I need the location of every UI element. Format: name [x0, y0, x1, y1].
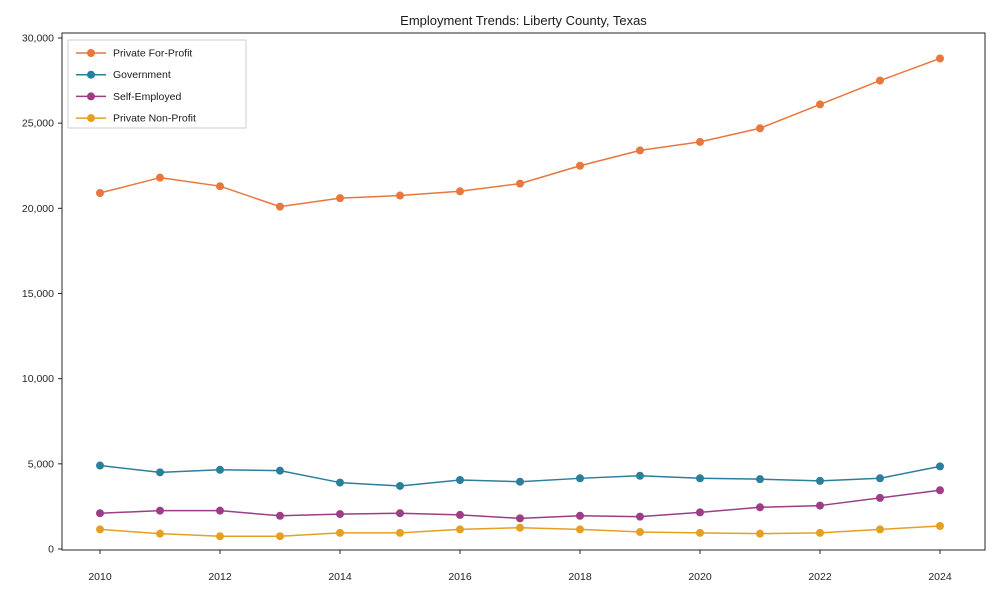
- data-point-private-non-profit: [456, 525, 464, 534]
- data-point-private-non-profit: [636, 527, 644, 536]
- legend-item-government: Government: [76, 69, 171, 81]
- series-private-for-profit: [96, 54, 944, 211]
- data-point-government: [156, 468, 164, 477]
- x-tick-label: 2024: [928, 571, 952, 583]
- data-point-private-for-profit: [336, 194, 344, 203]
- data-point-government: [936, 462, 944, 471]
- x-tick-label: 2016: [448, 571, 472, 583]
- data-point-private-non-profit: [876, 525, 884, 534]
- legend-label: Government: [113, 69, 171, 81]
- data-point-private-for-profit: [96, 189, 104, 198]
- y-tick-label: 10,000: [22, 373, 54, 385]
- series-self-employed: [96, 486, 944, 523]
- data-point-government: [456, 476, 464, 485]
- data-point-self-employed: [96, 509, 104, 518]
- legend-item-private-non-profit: Private Non-Profit: [76, 113, 196, 125]
- data-point-private-for-profit: [576, 161, 584, 170]
- data-point-government: [396, 481, 404, 490]
- legend: Private For-Profit Government Self-Employe…: [67, 39, 247, 129]
- data-point-private-for-profit: [456, 187, 464, 196]
- y-axis: 0 5,000 10,000 15,000 20,000 25,000 30,000: [22, 33, 62, 556]
- data-point-private-non-profit: [396, 528, 404, 537]
- series-government: [96, 461, 944, 490]
- legend-label: Private Non-Profit: [113, 113, 196, 125]
- data-point-self-employed: [816, 501, 824, 510]
- data-point-self-employed: [756, 503, 764, 512]
- legend-item-private-for-profit: Private For-Profit: [76, 48, 192, 60]
- data-point-private-for-profit: [936, 54, 944, 63]
- x-tick-label: 2018: [568, 571, 592, 583]
- data-point-private-non-profit: [216, 532, 224, 541]
- legend-marker-icon: [87, 70, 95, 79]
- y-tick-label: 5,000: [28, 458, 54, 470]
- legend-marker-icon: [87, 92, 95, 101]
- y-tick-label: 0: [48, 544, 54, 556]
- data-point-government: [576, 474, 584, 483]
- x-tick-label: 2014: [328, 571, 352, 583]
- data-point-government: [876, 474, 884, 483]
- x-tick-label: 2020: [688, 571, 712, 583]
- legend-label: Self-Employed: [113, 91, 181, 103]
- data-point-self-employed: [516, 514, 524, 523]
- data-point-self-employed: [156, 506, 164, 515]
- data-point-private-for-profit: [216, 182, 224, 191]
- data-point-self-employed: [696, 508, 704, 517]
- data-point-private-for-profit: [756, 124, 764, 133]
- data-point-self-employed: [456, 510, 464, 519]
- series-private-non-profit: [96, 522, 944, 541]
- data-point-self-employed: [396, 509, 404, 518]
- legend-marker-icon: [87, 49, 95, 57]
- y-tick-label: 25,000: [22, 118, 54, 130]
- data-point-self-employed: [576, 511, 584, 520]
- data-point-private-for-profit: [276, 202, 284, 211]
- x-tick-label: 2012: [208, 571, 232, 583]
- data-point-government: [756, 475, 764, 484]
- data-point-government: [276, 466, 284, 475]
- data-point-private-non-profit: [756, 529, 764, 538]
- data-point-self-employed: [936, 486, 944, 495]
- data-point-private-for-profit: [636, 146, 644, 155]
- data-point-private-for-profit: [816, 100, 824, 109]
- data-point-self-employed: [336, 510, 344, 519]
- data-point-private-non-profit: [576, 525, 584, 534]
- data-point-private-non-profit: [96, 525, 104, 534]
- legend-label: Private For-Profit: [113, 48, 192, 60]
- x-tick-label: 2022: [808, 571, 832, 583]
- data-point-private-for-profit: [876, 76, 884, 85]
- y-tick-label: 30,000: [22, 33, 54, 45]
- legend-marker-icon: [87, 114, 95, 123]
- data-point-private-non-profit: [696, 528, 704, 537]
- data-point-government: [696, 474, 704, 483]
- data-point-government: [636, 471, 644, 480]
- x-tick-label: 2010: [88, 571, 112, 583]
- data-point-government: [516, 477, 524, 486]
- data-point-self-employed: [276, 511, 284, 520]
- y-tick-label: 15,000: [22, 288, 54, 300]
- data-point-self-employed: [876, 493, 884, 502]
- legend-item-self-employed: Self-Employed: [76, 91, 181, 103]
- legend-box: [67, 39, 247, 129]
- data-point-private-non-profit: [936, 522, 944, 531]
- data-point-private-non-profit: [516, 523, 524, 532]
- data-point-self-employed: [636, 512, 644, 521]
- data-point-private-non-profit: [336, 528, 344, 537]
- data-point-government: [336, 478, 344, 487]
- x-axis: 2010 2012 2014 2016 2018 2020 2022 2024: [88, 550, 952, 583]
- data-point-private-non-profit: [156, 529, 164, 538]
- chart-title: Employment Trends: Liberty County, Texas: [400, 13, 647, 28]
- data-point-government: [216, 465, 224, 474]
- data-point-private-for-profit: [156, 173, 164, 182]
- data-point-private-non-profit: [276, 532, 284, 541]
- data-point-self-employed: [216, 506, 224, 515]
- y-tick-label: 20,000: [22, 203, 54, 215]
- data-point-government: [816, 476, 824, 485]
- data-point-private-non-profit: [816, 528, 824, 537]
- data-point-private-for-profit: [516, 179, 524, 188]
- data-point-private-for-profit: [696, 137, 704, 146]
- data-point-private-for-profit: [396, 191, 404, 200]
- data-point-government: [96, 461, 104, 470]
